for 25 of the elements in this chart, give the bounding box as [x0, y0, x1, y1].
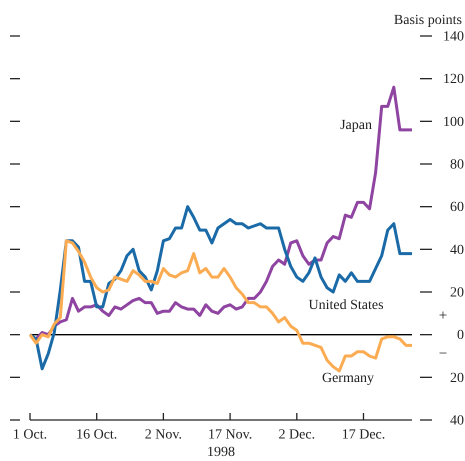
y-tick-label: 60	[450, 200, 464, 216]
y-tick-label: 0	[457, 328, 464, 344]
line-series	[28, 205, 414, 370]
text: +	[438, 308, 448, 324]
line-series	[28, 239, 414, 372]
y-tick-label: 140	[443, 29, 464, 44]
x-tick-label: 16 Oct.	[76, 428, 118, 443]
text: −	[438, 346, 448, 362]
x-tick-label: 17 Dec.	[342, 428, 386, 443]
x-tick-label: 2 Dec.	[278, 428, 316, 443]
x-axis-title: 1998	[207, 445, 235, 460]
y-tick-label: 20	[450, 285, 464, 300]
y-tick-label: 80	[450, 157, 464, 172]
y-axis-title: Basis points	[394, 13, 462, 28]
y-tick-label: 100	[443, 114, 464, 130]
y-tick-label: 20	[450, 370, 464, 386]
x-tick-label: 2 Nov.	[144, 428, 182, 443]
series-label: Japan	[340, 118, 372, 133]
y-tick-label: 120	[443, 72, 464, 88]
y-tick-label: 40	[450, 413, 464, 428]
y-tick-label: 40	[450, 242, 464, 258]
x-tick-label: 1 Oct.	[12, 428, 48, 443]
series-label: Germany	[322, 371, 374, 386]
x-tick-label: 17 Nov.	[208, 428, 252, 443]
series-label: United States	[308, 298, 384, 313]
